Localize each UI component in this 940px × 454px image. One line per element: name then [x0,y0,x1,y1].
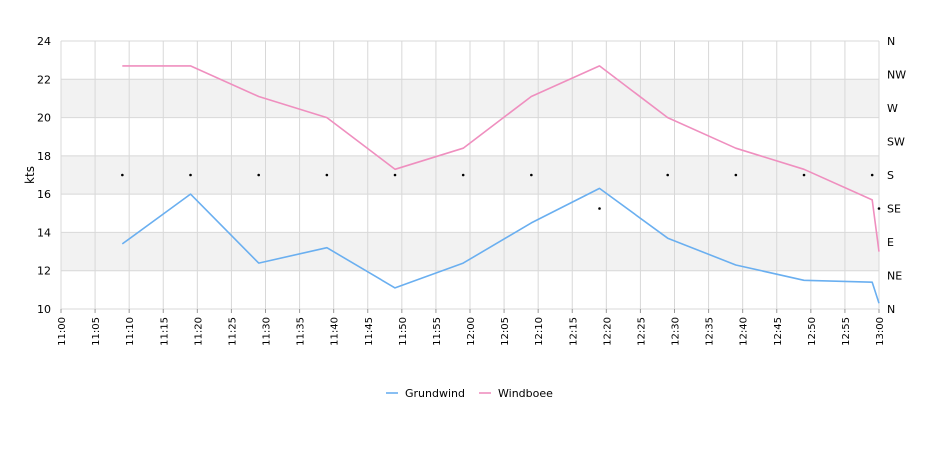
direction-dot [189,173,192,177]
x-tick-label: 11:05 [91,317,102,346]
direction-axis-ticks: N NE E SE S SW W NW N [887,35,906,316]
x-tick-label: 13:00 [875,317,886,346]
direction-dot [870,173,874,177]
x-tick-label: 12:40 [739,317,750,346]
direction-tick-label: NW [887,69,906,82]
x-tick-label: 12:50 [807,317,818,346]
y-axis-label: kts [23,166,37,184]
series-line-grundwind [121,187,880,304]
series-lines [121,65,880,304]
x-tick-label: 12:30 [671,317,682,346]
x-tick-label: 12:25 [636,317,647,346]
direction-dot [461,173,465,177]
x-tick-label: 12:15 [568,317,579,346]
y-tick-label: 10 [37,303,51,316]
direction-dot [802,173,806,177]
y-tick-label: 24 [37,35,51,48]
x-tick-label: 11:45 [364,317,375,346]
direction-tick-label: E [887,236,894,249]
x-tick-label: 11:35 [296,317,307,346]
x-tick-label: 12:20 [602,317,613,346]
direction-dot [598,207,601,210]
x-tick-label: 11:10 [125,317,136,346]
y-tick-label: 12 [37,265,51,278]
x-tick-label: 11:25 [227,317,238,346]
x-tick-label: 11:30 [262,317,273,346]
x-tick-label: 11:00 [57,317,68,346]
x-tick-label: 12:45 [773,317,784,346]
y-tick-label: 14 [37,226,51,239]
direction-dot [877,207,881,210]
direction-dot [121,173,124,177]
y-tick-label: 22 [37,73,51,86]
direction-tick-label: S [887,169,894,182]
direction-dot [734,173,738,177]
direction-tick-label: W [887,102,898,115]
direction-tick-label: NE [887,270,902,283]
x-tick-label: 11:50 [398,317,409,346]
x-tick-label: 11:20 [193,317,204,346]
legend: Grundwind Windboee [386,387,553,400]
direction-tick-label: N [887,35,895,48]
direction-dot [666,173,669,177]
x-tick-label: 12:05 [500,317,511,346]
direction-dots [121,173,881,210]
direction-tick-label: SE [887,203,901,216]
direction-dot [257,173,260,177]
direction-dot [325,173,329,177]
x-tick-label: 12:00 [466,317,477,346]
direction-dot [393,173,397,177]
x-tick-label: 12:35 [705,317,716,346]
direction-tick-label: N [887,303,895,316]
x-tick-label: 12:10 [534,317,545,346]
x-tick-label: 12:55 [841,317,852,346]
direction-dot [530,173,533,177]
x-tick-label: 11:55 [432,317,443,346]
legend-label: Grundwind [405,387,465,400]
y-tick-label: 20 [37,112,51,125]
y-axis-ticks: 10 12 14 16 18 20 22 24 [37,35,51,316]
x-tick-label: 11:15 [159,317,170,346]
direction-tick-label: SW [887,136,905,149]
x-tick-label: 11:40 [330,317,341,346]
series-line-windboee [122,65,880,252]
legend-label: Windboee [498,387,553,400]
y-tick-label: 18 [37,150,51,163]
y-tick-label: 16 [37,188,51,201]
vertical-gridlines [60,41,880,309]
x-axis-ticks: 11:00 11:05 11:10 11:15 11:20 11:25 11:30 11:35… [57,309,886,346]
